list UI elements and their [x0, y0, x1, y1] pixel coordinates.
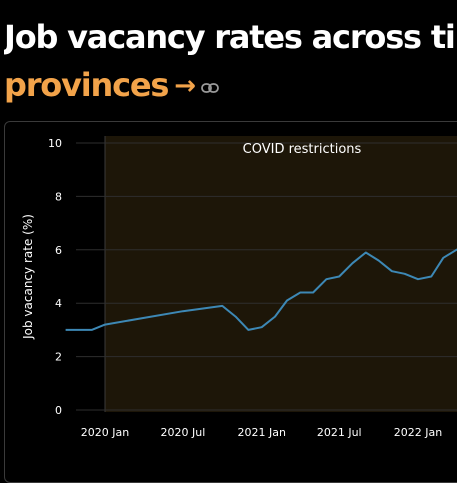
x-tick-label: 2022 Jan: [394, 426, 442, 439]
y-tick-label: 0: [55, 404, 62, 417]
arrow-right-icon[interactable]: →: [174, 71, 196, 101]
y-axis-label: Job vacancy rate (%): [21, 214, 35, 340]
y-tick-label: 4: [55, 297, 62, 310]
chart-card: 0 2 4 6 8 10 2020 Jan 2020 Jul 2021 Jan 2021 Jul 2…: [4, 121, 457, 483]
x-tick-label: 2020 Jul: [161, 426, 206, 439]
page-title: Job vacancy rates across time: [4, 18, 457, 56]
y-tick-label: 8: [55, 190, 62, 203]
x-tick-label: 2021 Jan: [237, 426, 285, 439]
page-title-provinces-link[interactable]: provinces: [4, 66, 169, 104]
x-tick-label: 2020 Jan: [81, 426, 129, 439]
link-icon[interactable]: [200, 60, 219, 106]
x-tick-label: 2021 Jul: [317, 426, 362, 439]
y-tick-label: 6: [55, 244, 62, 257]
job-vacancy-series-line[interactable]: [65, 245, 457, 331]
covid-restrictions-region: [105, 136, 457, 412]
y-tick-label: 2: [55, 351, 62, 364]
y-tick-label: 10: [48, 137, 62, 150]
covid-restrictions-label: COVID restrictions: [243, 142, 362, 157]
page-heading: Job vacancy rates across time provinces→: [4, 14, 457, 109]
job-vacancy-chart[interactable]: 0 2 4 6 8 10 2020 Jan 2020 Jul 2021 Jan 2021 Jul 2…: [5, 122, 457, 482]
page-title-link-row[interactable]: provinces →: [4, 60, 457, 109]
